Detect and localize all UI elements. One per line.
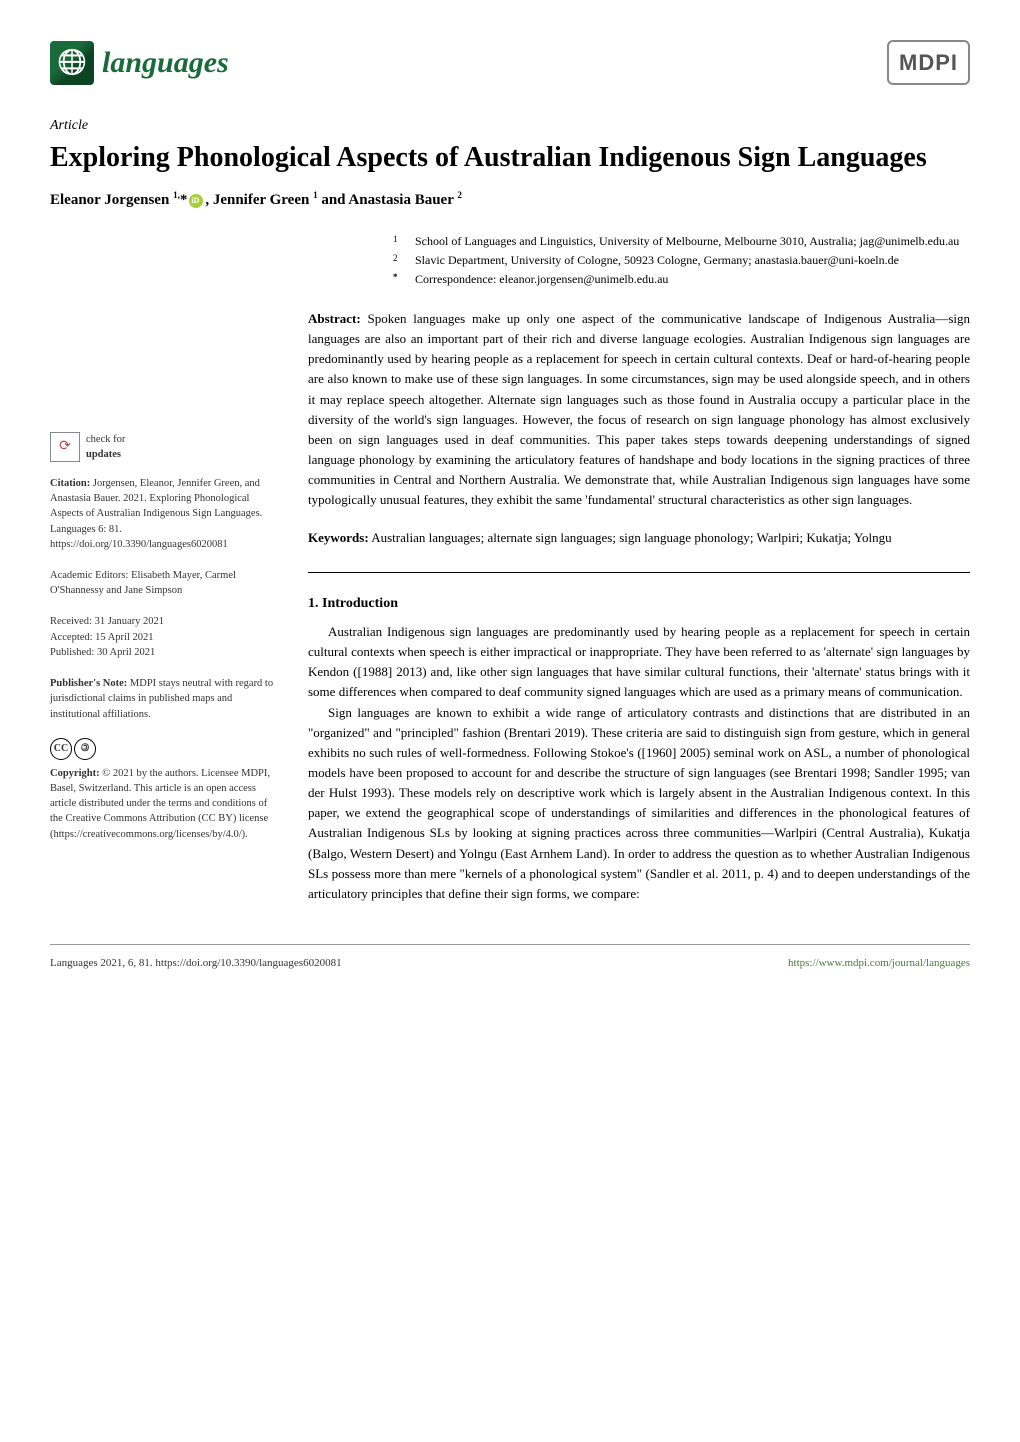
correspondence: * Correspondence: eleanor.jorgensen@unim… <box>393 270 970 289</box>
refresh-arrows-icon: ⟳ <box>59 440 71 454</box>
cc-icon: CC <box>50 738 72 760</box>
by-icon: 🄯 <box>74 738 96 760</box>
affiliation-1: 1 School of Languages and Linguistics, U… <box>393 232 970 251</box>
affil-text-2: Slavic Department, University of Cologne… <box>415 251 899 270</box>
journal-icon <box>50 41 94 85</box>
intro-p1: Australian Indigenous sign languages are… <box>308 622 970 703</box>
keywords-label: Keywords: <box>308 530 369 545</box>
pubnote-label: Publisher's Note: <box>50 678 127 689</box>
page-container: languages MDPI Article Exploring Phonolo… <box>0 0 1020 1001</box>
affil-num-1: 1 <box>393 232 405 251</box>
corr-text: Correspondence: eleanor.jorgensen@unimel… <box>415 270 668 289</box>
footer-link[interactable]: https://www.mdpi.com/journal/languages <box>788 957 970 969</box>
publisher-note-block: Publisher's Note: MDPI stays neutral wit… <box>50 676 280 722</box>
check-updates-label: check forupdates <box>86 432 125 462</box>
affiliation-2: 2 Slavic Department, University of Colog… <box>393 251 970 270</box>
keywords-text: Australian languages; alternate sign lan… <box>371 530 891 545</box>
header: languages MDPI <box>50 40 970 85</box>
section-1-body: Australian Indigenous sign languages are… <box>308 622 970 904</box>
orcid-icon[interactable] <box>189 194 203 208</box>
footer-right: https://www.mdpi.com/journal/languages <box>788 955 970 972</box>
dates-block: Received: 31 January 2021 Accepted: 15 A… <box>50 614 280 660</box>
keywords-block: Keywords: Australian languages; alternat… <box>308 528 970 548</box>
affiliations: 1 School of Languages and Linguistics, U… <box>393 232 970 290</box>
journal-logo: languages <box>50 40 229 85</box>
citation-label: Citation: <box>50 478 90 489</box>
editors-label: Academic Editors: <box>50 570 128 581</box>
received-date: Received: 31 January 2021 <box>50 614 280 629</box>
footer-left: Languages 2021, 6, 81. https://doi.org/1… <box>50 955 342 972</box>
sidebar: ⟳ check forupdates Citation: Jorgensen, … <box>50 232 280 904</box>
affil-num-2: 2 <box>393 251 405 270</box>
abstract-text: Spoken languages make up only one aspect… <box>308 311 970 507</box>
intro-p2: Sign languages are known to exhibit a wi… <box>308 703 970 904</box>
article-type: Article <box>50 115 970 136</box>
license-block: CC 🄯 Copyright: © 2021 by the authors. L… <box>50 738 280 842</box>
accepted-date: Accepted: 15 April 2021 <box>50 630 280 645</box>
publisher-logo: MDPI <box>887 40 970 85</box>
abstract-label: Abstract: <box>308 311 361 326</box>
divider <box>308 572 970 573</box>
citation-block: Citation: Jorgensen, Eleanor, Jennifer G… <box>50 476 280 552</box>
published-date: Published: 30 April 2021 <box>50 645 280 660</box>
copyright-label: Copyright: <box>50 768 100 779</box>
check-updates-widget[interactable]: ⟳ check forupdates <box>50 432 280 462</box>
abstract-block: Abstract: Spoken languages make up only … <box>308 309 970 510</box>
section-1-heading: 1. Introduction <box>308 593 970 614</box>
two-column-layout: ⟳ check forupdates Citation: Jorgensen, … <box>50 232 970 904</box>
main-column: 1 School of Languages and Linguistics, U… <box>308 232 970 904</box>
check-updates-icon: ⟳ <box>50 432 80 462</box>
page-footer: Languages 2021, 6, 81. https://doi.org/1… <box>50 944 970 972</box>
corr-symbol: * <box>393 270 405 289</box>
affil-text-1: School of Languages and Linguistics, Uni… <box>415 232 959 251</box>
editors-block: Academic Editors: Elisabeth Mayer, Carme… <box>50 568 280 598</box>
article-authors: Eleanor Jorgensen 1,*, Jennifer Green 1 … <box>50 189 970 212</box>
journal-name: languages <box>102 40 229 85</box>
article-title: Exploring Phonological Aspects of Austra… <box>50 140 970 175</box>
cc-badge[interactable]: CC 🄯 <box>50 738 280 760</box>
